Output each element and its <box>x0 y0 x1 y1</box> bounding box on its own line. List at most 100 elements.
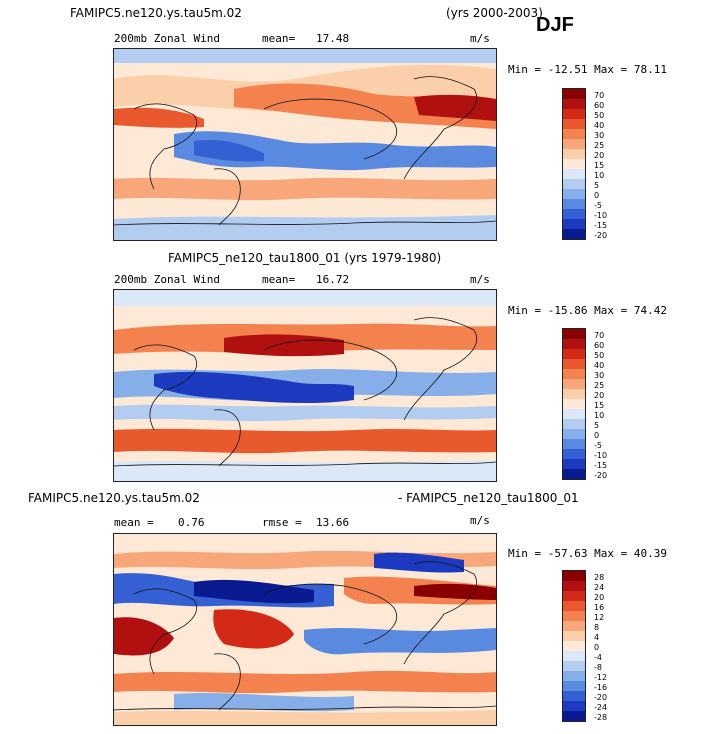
colorbar-label: 24 <box>594 583 605 592</box>
panel1-colorbar-cell <box>563 129 585 139</box>
colorbar-label: 20 <box>594 391 605 400</box>
panel3-colorbar-cell <box>563 691 585 701</box>
colorbar-label: -5 <box>594 441 602 450</box>
panel1-colorbar <box>562 88 586 240</box>
panel3-colorbar-cell <box>563 701 585 711</box>
panel1-colorbar-cell <box>563 119 585 129</box>
panel3-field <box>114 534 496 725</box>
colorbar-label: 12 <box>594 613 605 622</box>
panel3-colorbar-cell <box>563 661 585 671</box>
colorbar-label: 60 <box>594 341 605 350</box>
panel2-title: FAMIPC5_ne120_tau1800_01 (yrs 1979-1980) <box>168 251 442 265</box>
panel3-colorbar <box>562 570 586 722</box>
panel1-mean-label: mean= <box>262 32 296 45</box>
colorbar-label: 5 <box>594 421 600 430</box>
panel2-colorbar-cell <box>563 449 585 459</box>
panel3-minmax: Min = -57.63 Max = 40.39 <box>508 547 667 560</box>
panel1-colorbar-cell <box>563 109 585 119</box>
colorbar-label: 10 <box>594 171 605 180</box>
colorbar-label: 0 <box>594 191 600 200</box>
panel2-colorbar-cell <box>563 459 585 469</box>
colorbar-label: 0 <box>594 643 600 652</box>
colorbar-label: 5 <box>594 181 600 190</box>
panel2-colorbar-cell <box>563 389 585 399</box>
colorbar-label: -10 <box>594 451 608 460</box>
panel3-colorbar-cell <box>563 581 585 591</box>
panel1-colorbar-cell <box>563 169 585 179</box>
panel3-colorbar-cell <box>563 711 585 721</box>
panel3-title-left: FAMIPC5.ne120.ys.tau5m.02 <box>28 491 200 505</box>
colorbar-label: 50 <box>594 351 605 360</box>
panel3-colorbar-cell <box>563 671 585 681</box>
panel2-colorbar-cell <box>563 419 585 429</box>
panel1-units: m/s <box>470 32 490 45</box>
panel2-colorbar-cell <box>563 359 585 369</box>
colorbar-label: 25 <box>594 141 605 150</box>
panel3-rmse-label: rmse = <box>262 516 302 529</box>
panel3-units: m/s <box>470 514 490 527</box>
colorbar-label: 30 <box>594 371 605 380</box>
panel3-colorbar-cell <box>563 571 585 581</box>
panel2-colorbar-cell <box>563 339 585 349</box>
colorbar-label: 40 <box>594 121 605 130</box>
colorbar-label: 28 <box>594 573 605 582</box>
panel2-colorbar-cell <box>563 439 585 449</box>
colorbar-label: -10 <box>594 211 608 220</box>
colorbar-label: 8 <box>594 623 600 632</box>
colorbar-label: 10 <box>594 411 605 420</box>
colorbar-label: 4 <box>594 633 600 642</box>
panel1-colorbar-cell <box>563 189 585 199</box>
panel2-colorbar-cell <box>563 379 585 389</box>
panel1-colorbar-cell <box>563 229 585 239</box>
panel2-field <box>114 290 496 481</box>
panel1-colorbar-cell <box>563 149 585 159</box>
colorbar-label: -20 <box>594 471 608 480</box>
panel2-colorbar-cell <box>563 369 585 379</box>
panel1-colorbar-cell <box>563 199 585 209</box>
panel1-colorbar-cell <box>563 139 585 149</box>
panel2-variable: 200mb Zonal Wind <box>114 273 220 286</box>
panel2-colorbar-cell <box>563 329 585 339</box>
panel1-variable: 200mb Zonal Wind <box>114 32 220 45</box>
colorbar-label: -5 <box>594 201 602 210</box>
panel3-colorbar-cell <box>563 651 585 661</box>
panel3-colorbar-cell <box>563 681 585 691</box>
panel1-map <box>113 48 497 241</box>
panel2-colorbar <box>562 328 586 480</box>
colorbar-label: 60 <box>594 101 605 110</box>
panel1-field <box>114 49 496 240</box>
panel1-minmax: Min = -12.51 Max = 78.11 <box>508 63 667 76</box>
panel3-mean: 0.76 <box>178 516 205 529</box>
panel3-colorbar-cell <box>563 641 585 651</box>
panel3-rmse: 13.66 <box>316 516 350 529</box>
panel2-colorbar-cell <box>563 409 585 419</box>
colorbar-label: 40 <box>594 361 605 370</box>
colorbar-label: -28 <box>594 713 608 722</box>
colorbar-label: 70 <box>594 331 605 340</box>
panel2-colorbar-cell <box>563 349 585 359</box>
colorbar-label: -15 <box>594 221 608 230</box>
panel2-units: m/s <box>470 273 490 286</box>
panel1-colorbar-cell <box>563 159 585 169</box>
panel2-map <box>113 289 497 482</box>
colorbar-label: 15 <box>594 401 605 410</box>
panel3-colorbar-cell <box>563 621 585 631</box>
panel3-map <box>113 533 497 726</box>
panel1-colorbar-cell <box>563 99 585 109</box>
case-title: FAMIPC5.ne120.ys.tau5m.02 <box>70 6 242 20</box>
colorbar-label: 0 <box>594 431 600 440</box>
colorbar-label: 70 <box>594 91 605 100</box>
colorbar-label: -24 <box>594 703 608 712</box>
panel3-colorbar-cell <box>563 601 585 611</box>
colorbar-label: -4 <box>594 653 602 662</box>
panel3-mean-label: mean = <box>114 516 154 529</box>
colorbar-label: -12 <box>594 673 608 682</box>
colorbar-label: -8 <box>594 663 602 672</box>
panel1-colorbar-cell <box>563 209 585 219</box>
years-label: (yrs 2000-2003) <box>446 6 543 20</box>
colorbar-label: -15 <box>594 461 608 470</box>
panel3-title-right: - FAMIPC5_ne120_tau1800_01 <box>398 491 579 505</box>
panel2-colorbar-cell <box>563 429 585 439</box>
panel2-colorbar-cell <box>563 469 585 479</box>
panel2-mean: 16.72 <box>316 273 350 286</box>
